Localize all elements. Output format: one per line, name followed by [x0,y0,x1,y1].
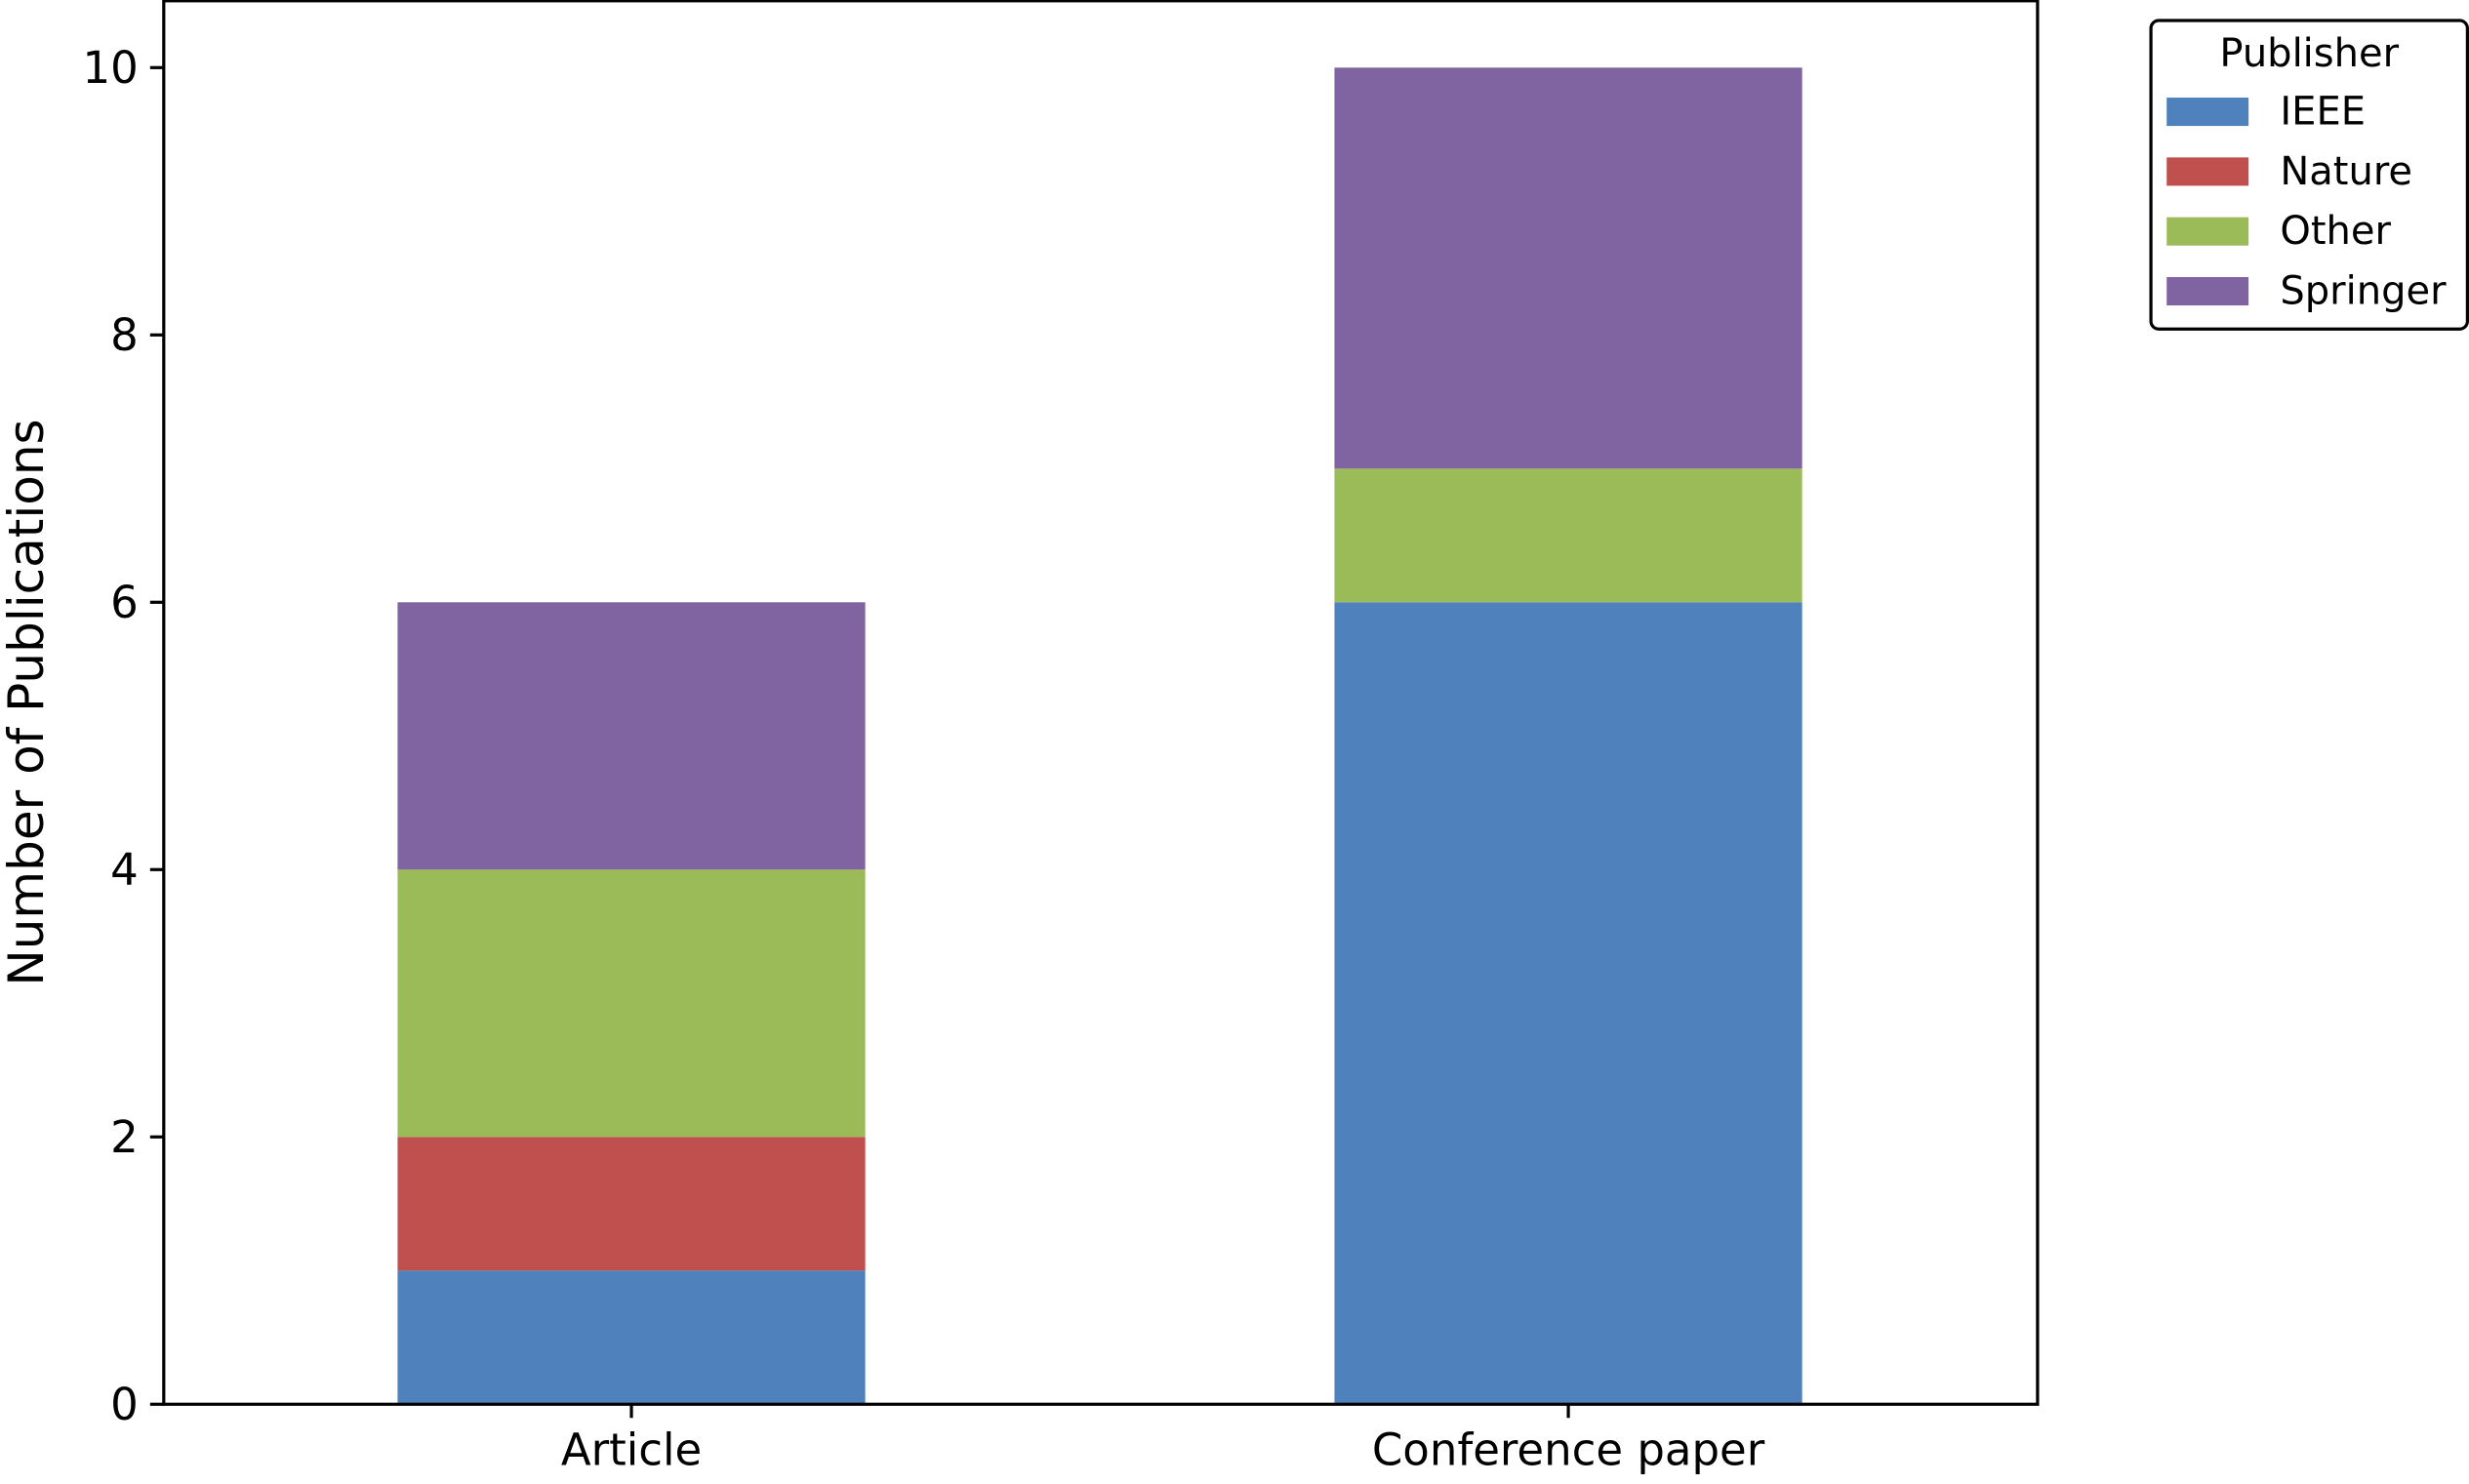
y-tick-label: 4 [110,844,139,896]
legend-swatch-springer [2166,276,2249,306]
bar-article-nature [397,1137,866,1271]
bar-conference-paper-springer [1334,67,1802,469]
y-tick-label: 10 [83,42,139,94]
bar-article-other [397,869,866,1138]
y-tick-label: 0 [110,1379,139,1430]
legend-label-ieee: IEEE [2280,90,2366,135]
x-tick-label-article: Article [561,1424,702,1475]
bar-conference-paper-other [1334,468,1802,603]
y-tick-label: 6 [110,577,139,628]
x-tick-label-conference-paper: Conference paper [1372,1424,1765,1475]
labels-layer: 0 2 4 6 8 10 Article Conference paper Number of … [0,42,1765,1475]
bar-article-ieee [397,1270,866,1405]
legend-label-springer: Springer [2280,269,2447,314]
axes-layer [149,0,2040,1419]
y-axis-title: Number of Publications [0,419,55,985]
legend-swatch-other [2166,217,2249,246]
legend-title: Publisher [2219,31,2399,76]
legend: Publisher IEEE Nature Other Springer [2149,19,2469,331]
legend-swatch-ieee [2166,98,2249,127]
bar-conference-paper-ieee [1334,602,1802,1405]
legend-label-nature: Nature [2280,149,2412,194]
bar-article-springer [397,602,866,870]
y-tick-label: 2 [110,1111,139,1163]
y-tick-label: 8 [110,309,139,361]
bars-layer [397,67,1802,1405]
legend-label-other: Other [2280,209,2391,254]
legend-swatch-nature [2166,157,2249,186]
plot-frame [162,0,2040,1406]
